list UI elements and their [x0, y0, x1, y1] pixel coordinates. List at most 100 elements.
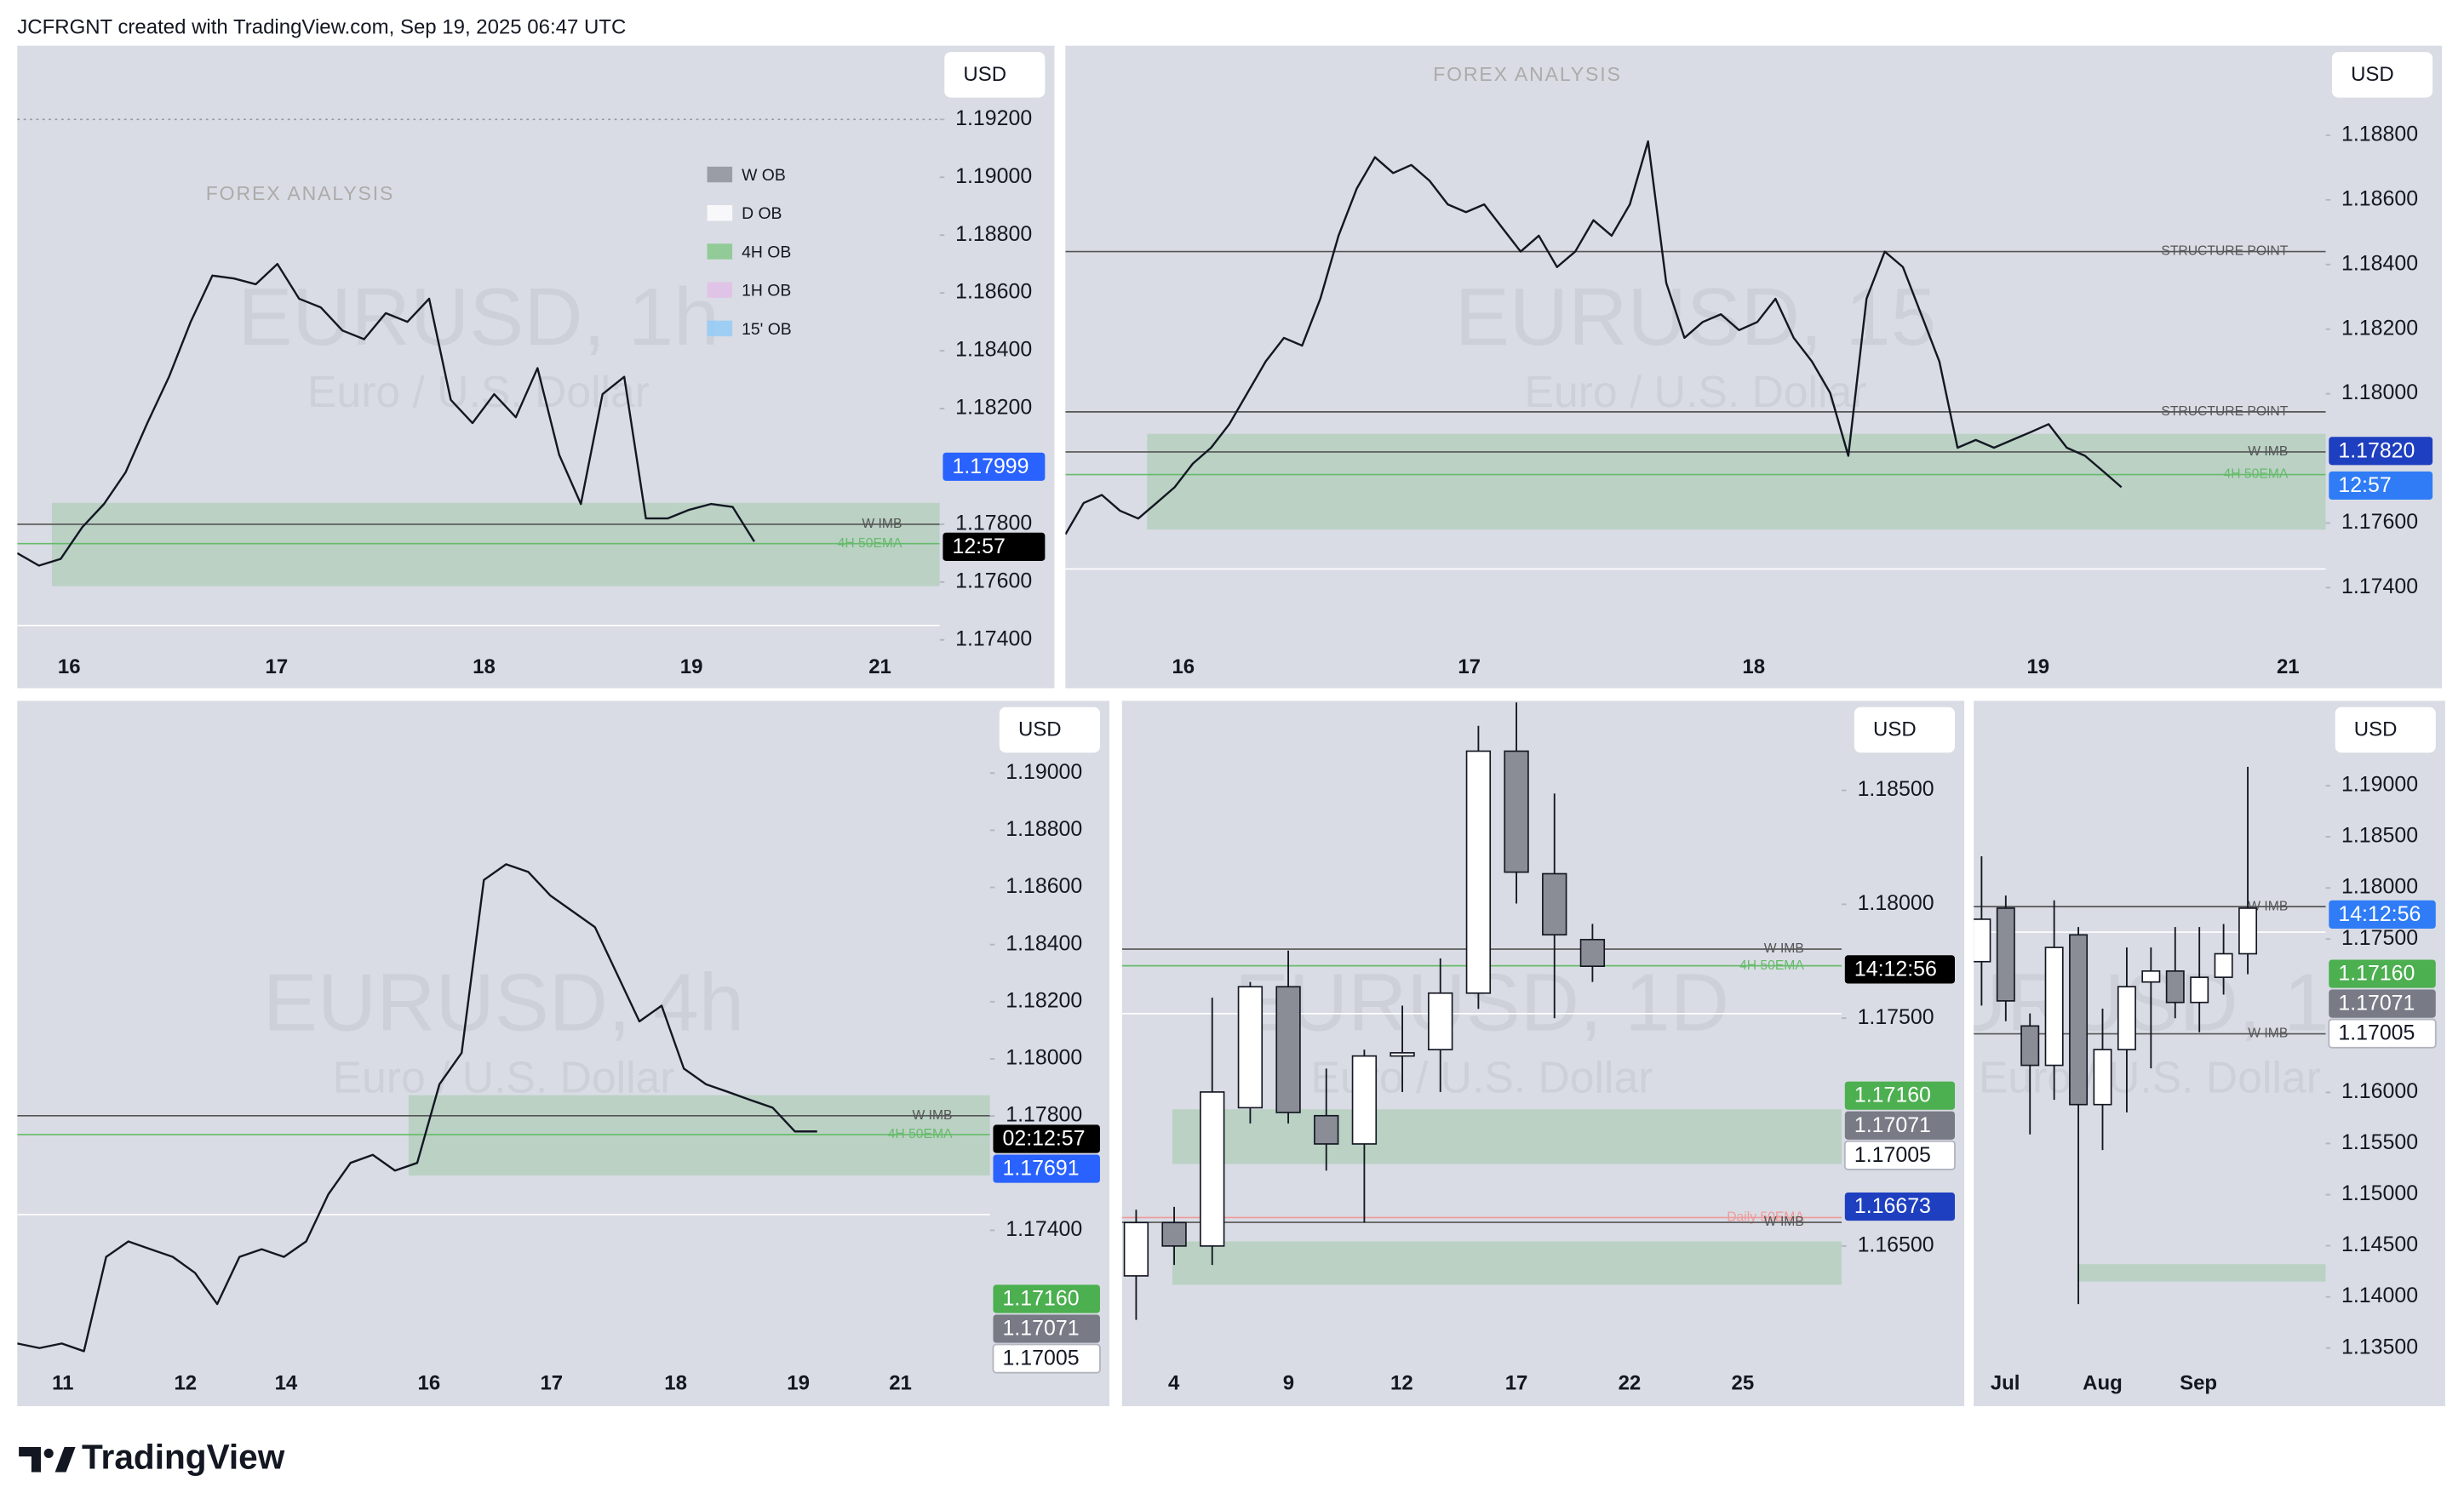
legend-swatch — [707, 205, 733, 221]
price-label-box — [993, 1314, 1100, 1343]
currency-box — [2335, 706, 2436, 753]
price-label-box — [943, 532, 1046, 562]
legend-label: W OB — [742, 166, 786, 185]
x-tick-label: 25 — [1731, 1372, 1754, 1395]
y-tick-label: 1.17800 — [1006, 1103, 1082, 1127]
price-label-box — [1844, 1081, 1956, 1110]
x-tick-label: 4 — [1168, 1372, 1180, 1395]
logo-mark — [19, 1447, 41, 1473]
price-label-box — [993, 1124, 1100, 1153]
candle-body — [2093, 1049, 2112, 1106]
candle-body — [1465, 750, 1492, 994]
legend-label: 4H OB — [742, 243, 791, 261]
y-tick-label: 1.13500 — [2341, 1335, 2418, 1358]
watermark-subtitle: Euro / U.S. Dollar — [1525, 367, 1867, 416]
order-block-zone — [2077, 1264, 2326, 1282]
panel-background — [1065, 45, 2443, 689]
x-tick-label: 17 — [540, 1372, 563, 1395]
price-line — [17, 262, 755, 567]
candle-body — [2238, 907, 2258, 955]
watermark-subtitle: Euro / U.S. Dollar — [307, 367, 650, 416]
currency-label: USD — [1018, 718, 1062, 741]
price-label-box — [1844, 1111, 1956, 1140]
currency-box — [2331, 52, 2433, 98]
candle-body — [2069, 934, 2089, 1106]
price-label: 1.17071 — [1854, 1113, 1931, 1137]
price-label: 1.17071 — [1003, 1317, 1080, 1341]
y-tick-label: 1.17800 — [955, 511, 1032, 535]
price-label: 14:12:56 — [1854, 957, 1937, 981]
y-tick-label: 1.18000 — [1858, 891, 1934, 915]
candle-body — [2165, 969, 2185, 1004]
y-tick-label: 1.18000 — [2341, 875, 2418, 899]
y-tick-label: 1.18400 — [1006, 931, 1082, 955]
y-tick-label: 1.18400 — [955, 338, 1032, 362]
x-tick-label: 22 — [1619, 1372, 1642, 1395]
tradingview-logo — [19, 1447, 76, 1473]
x-tick-label: 12 — [174, 1372, 197, 1395]
logo-dot — [43, 1448, 54, 1458]
candle-body — [1428, 992, 1453, 1050]
watermark: EURUSD, 1h — [238, 272, 719, 363]
currency-label: USD — [963, 63, 1006, 86]
price-label: 1.17160 — [2338, 962, 2415, 986]
y-tick-label: 1.14500 — [2341, 1233, 2418, 1256]
legend-label: 1H OB — [742, 282, 791, 300]
plot-area: EURUSD, 4h Euro / U.S. Dollar W IMB 4H 50EM… — [17, 863, 990, 1353]
y-tick-label: 1.18200 — [1006, 988, 1082, 1012]
candle-body — [1123, 1221, 1149, 1277]
y-tick-label: 1.18600 — [2341, 186, 2418, 210]
x-tick-label: 17 — [1458, 655, 1481, 678]
candle-body — [2020, 1025, 2040, 1067]
price-label: 1.17999 — [952, 455, 1029, 478]
annotation: FOREX ANALYSIS — [206, 182, 395, 204]
panel-background — [17, 45, 1055, 689]
order-block-zone — [1172, 1241, 1842, 1285]
x-tick-label: 18 — [473, 655, 496, 678]
price-label: 1.17005 — [2338, 1021, 2415, 1045]
currency-label: USD — [2351, 63, 2394, 86]
currency-label: USD — [2354, 718, 2398, 741]
candle-body — [1314, 1114, 1339, 1145]
candle-body — [2044, 947, 2064, 1067]
candle-body — [1390, 1052, 1415, 1057]
x-tick-label: 19 — [2026, 655, 2049, 678]
y-tick-label: 1.18000 — [1006, 1046, 1082, 1070]
x-tick-label: 16 — [418, 1372, 441, 1395]
candle-body — [1237, 986, 1264, 1109]
price-label: 14:12:56 — [2338, 902, 2421, 926]
order-block-zone — [1147, 433, 2326, 530]
price-label: 02:12:57 — [1003, 1126, 1086, 1150]
y-tick-label: 1.19200 — [955, 106, 1032, 130]
x-tick-label: 19 — [787, 1372, 810, 1395]
x-tick-label: 21 — [2277, 655, 2300, 678]
order-block-zone — [51, 502, 940, 586]
candle-body — [2117, 986, 2136, 1050]
y-tick-label: 1.18400 — [2341, 251, 2418, 275]
price-label: 1.17160 — [1003, 1286, 1080, 1310]
price-label-box — [2329, 959, 2436, 988]
y-tick-label: 1.15500 — [2341, 1130, 2418, 1154]
price-label: 1.17820 — [2338, 438, 2415, 462]
price-label-box — [1844, 1192, 1956, 1221]
price-label: 1.17005 — [1854, 1143, 1931, 1167]
y-tick-label: 1.18000 — [2341, 380, 2418, 404]
price-label-box — [2329, 471, 2433, 500]
chart-panel: EURUSD, 4h Euro / U.S. Dollar W IMB 4H 50EM… — [17, 701, 1110, 1407]
price-line — [17, 863, 817, 1353]
price-label-box — [943, 452, 1046, 481]
y-tick-label: 1.17500 — [2341, 926, 2418, 950]
price-label-box — [993, 1284, 1100, 1313]
y-tick-label: 1.18500 — [2341, 824, 2418, 848]
candle-body — [1504, 750, 1529, 873]
y-tick-label: 1.18800 — [2341, 122, 2418, 146]
x-tick-label: Sep — [2180, 1372, 2217, 1395]
legend-swatch — [707, 282, 733, 298]
x-tick-label: Jul — [1991, 1372, 2020, 1395]
x-tick-label: 17 — [1505, 1372, 1528, 1395]
x-tick-label: 21 — [889, 1372, 912, 1395]
